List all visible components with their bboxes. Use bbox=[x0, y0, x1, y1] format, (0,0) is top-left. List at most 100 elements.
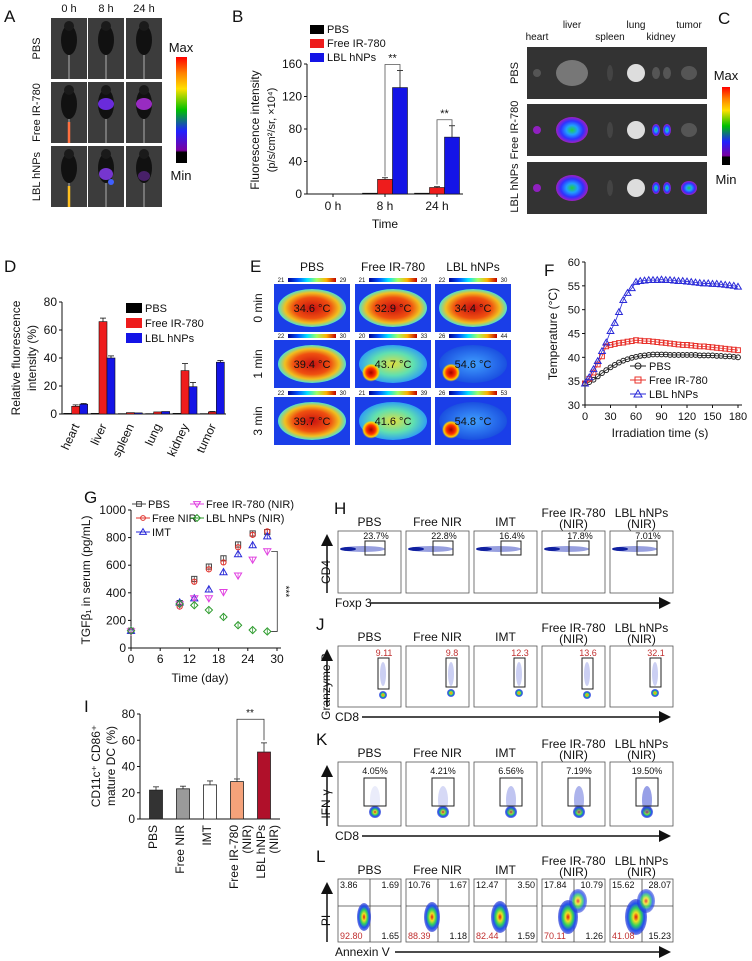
scale-min: 22 bbox=[278, 334, 285, 340]
gate bbox=[363, 777, 387, 807]
data-point bbox=[725, 280, 734, 289]
panel-label-f: F bbox=[544, 261, 554, 280]
flow-plot bbox=[405, 761, 470, 827]
y-tick-label: 80 bbox=[122, 707, 136, 721]
quadrant-value: 1.67 bbox=[449, 880, 467, 890]
legend-label: IMT bbox=[152, 527, 171, 539]
x-tick-label: 0 bbox=[128, 652, 135, 666]
significance-bracket bbox=[271, 551, 278, 632]
data-point bbox=[603, 367, 610, 374]
organ-label: liver bbox=[563, 20, 582, 31]
scale-min: 21 bbox=[359, 278, 366, 284]
quadrant-value: 88.39 bbox=[408, 931, 431, 941]
category-label: Free IR-780 bbox=[227, 825, 241, 889]
organ-tumor bbox=[681, 66, 697, 80]
group-label: (NIR) bbox=[627, 865, 656, 879]
data-point bbox=[730, 353, 737, 360]
cell-population bbox=[447, 689, 455, 697]
gate-percentage: 4.05% bbox=[362, 766, 388, 776]
panel-label-e: E bbox=[250, 257, 261, 276]
y-tick-label: 1000 bbox=[99, 503, 126, 517]
x-tick-label: 0 bbox=[582, 411, 588, 423]
data-point bbox=[699, 279, 709, 287]
organ-tumor bbox=[681, 181, 697, 195]
category-label: lung bbox=[142, 421, 164, 447]
bar bbox=[257, 751, 271, 820]
category-label: (NIR) bbox=[267, 825, 281, 854]
x-tick-label: 150 bbox=[703, 411, 721, 423]
data-point bbox=[712, 279, 722, 287]
data-point bbox=[691, 278, 700, 286]
group-label: (NIR) bbox=[627, 632, 656, 646]
organ-image-background bbox=[527, 47, 707, 99]
bar-free-ir-780 bbox=[429, 187, 445, 195]
panel-label-b: B bbox=[232, 7, 243, 26]
y-tick-label: 160 bbox=[282, 57, 302, 71]
data-point bbox=[262, 531, 272, 540]
y-tick-label: 40 bbox=[44, 351, 58, 365]
bar-pbs bbox=[172, 412, 182, 415]
bar-pbs bbox=[90, 412, 100, 415]
y-tick-label: 80 bbox=[289, 122, 303, 136]
y-tick-label: 0 bbox=[119, 641, 126, 655]
quadrant-value: 92.80 bbox=[340, 931, 363, 941]
data-point bbox=[611, 341, 618, 347]
temperature-readout: 32.9 °C bbox=[375, 303, 412, 315]
cell-population bbox=[424, 902, 440, 932]
x-axis-label: Annexin V bbox=[335, 945, 390, 959]
data-point bbox=[233, 572, 243, 581]
mouse-head bbox=[64, 85, 74, 95]
legend-label: Free IR-780 bbox=[145, 318, 204, 330]
y-axis-label: CD4 bbox=[319, 560, 333, 584]
cell-population bbox=[380, 662, 386, 686]
x-tick-label: 18 bbox=[212, 652, 226, 666]
scale-min: 22 bbox=[278, 391, 285, 397]
mouse-thermal-body bbox=[439, 289, 507, 327]
temperature-scale bbox=[288, 278, 336, 282]
cell-population bbox=[370, 786, 380, 814]
data-point bbox=[637, 353, 644, 359]
organ-spleen bbox=[607, 180, 613, 196]
cell-population bbox=[476, 547, 492, 551]
data-point bbox=[610, 318, 620, 326]
mouse-head bbox=[139, 149, 149, 159]
y-axis-label: Granzyme B bbox=[319, 653, 333, 720]
scale-max: 53 bbox=[501, 391, 508, 397]
group-label: LBL hNPs bbox=[509, 163, 521, 213]
gate bbox=[377, 657, 390, 690]
organ-lung bbox=[627, 64, 645, 82]
scale-min: 26 bbox=[439, 334, 446, 340]
organ-label: spleen bbox=[595, 32, 624, 43]
x-axis-label: Irradiation time (s) bbox=[612, 426, 709, 440]
data-point bbox=[248, 540, 258, 549]
legend-swatch bbox=[310, 25, 324, 34]
flow-plot bbox=[609, 530, 674, 594]
data-point bbox=[733, 282, 743, 290]
data-point bbox=[606, 326, 615, 335]
gate bbox=[581, 657, 594, 690]
data-point bbox=[601, 338, 611, 346]
group-label: (NIR) bbox=[559, 865, 588, 879]
data-point bbox=[220, 559, 227, 566]
quadrant-value: 1.18 bbox=[449, 931, 467, 941]
flow-plot bbox=[609, 761, 674, 827]
series-line bbox=[584, 339, 739, 384]
y-tick-label: 40 bbox=[122, 760, 136, 774]
mouse-body bbox=[136, 25, 152, 55]
bar-pbs bbox=[63, 412, 72, 415]
data-point bbox=[634, 362, 642, 370]
gate bbox=[432, 540, 454, 556]
group-label: PBS bbox=[509, 62, 521, 84]
colorbar-min: Min bbox=[171, 168, 192, 183]
organ-kidney bbox=[652, 182, 660, 194]
cell-population bbox=[379, 691, 387, 699]
mouse-thermal-body bbox=[278, 289, 346, 327]
significance-bracket bbox=[436, 119, 453, 185]
bar-lbl-hnps bbox=[79, 403, 88, 415]
legend-label: PBS bbox=[145, 303, 167, 315]
category-label: kidney bbox=[164, 421, 191, 458]
category-label: 8 h bbox=[377, 199, 394, 213]
organ-kidney bbox=[652, 67, 660, 79]
data-point bbox=[140, 515, 146, 521]
mouse-head bbox=[64, 149, 74, 159]
